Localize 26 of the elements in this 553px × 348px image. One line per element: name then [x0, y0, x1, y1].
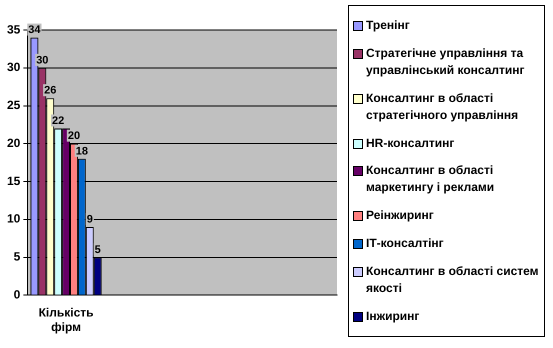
y-tick-label: 30 [6, 60, 21, 74]
data-label: 34 [28, 24, 42, 36]
legend-label: Тренінг [366, 17, 410, 34]
data-label: 9 [86, 214, 93, 226]
x-tick-label: Кількість фірм [38, 306, 94, 334]
legend-label: HR-консалтинг [366, 134, 454, 152]
legend-label: Інжиринг [366, 308, 420, 324]
legend-label: Консалтинг в області систем якості [366, 262, 540, 297]
legend-label: Реінжиринг [366, 207, 434, 224]
y-tick-label: 15 [6, 174, 21, 188]
y-tick-label: 25 [6, 98, 21, 112]
data-label: 18 [76, 145, 88, 158]
y-tick-label: 5 [14, 250, 21, 264]
data-label: 26 [44, 84, 56, 97]
y-tick-label: 20 [6, 136, 21, 150]
data-label: 20 [68, 130, 80, 142]
data-label: 22 [52, 115, 64, 128]
y-tick-label: 10 [6, 212, 21, 226]
y-tick-label: 0 [14, 288, 21, 302]
data-label: 5 [94, 244, 101, 256]
legend-label: ІТ-консалтінг [366, 234, 444, 252]
data-label: 30 [36, 54, 48, 66]
y-tick-label: 35 [6, 22, 21, 36]
legend-label: Консалтинг в області маркетингу і реклами [366, 162, 496, 196]
legend-label: Консалтинг в області стратегічного управління [366, 90, 520, 124]
legend-label: Стратегічне управління та управлінський консалтинг [366, 45, 526, 80]
